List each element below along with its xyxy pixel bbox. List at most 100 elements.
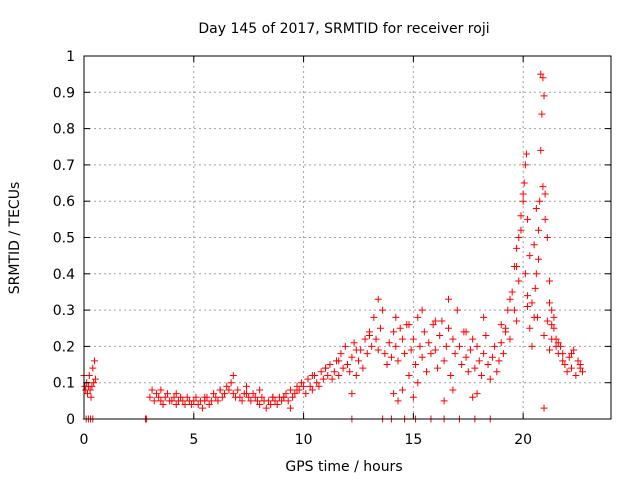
data-point (407, 346, 415, 354)
data-point (179, 397, 187, 405)
data-point (387, 353, 395, 361)
data-point (225, 386, 233, 394)
data-point (199, 404, 207, 412)
data-point (427, 350, 435, 358)
data-point (91, 375, 99, 383)
data-point (409, 393, 417, 401)
data-point (418, 306, 426, 314)
data-point (535, 255, 543, 263)
data-point (157, 386, 165, 394)
data-point (177, 393, 185, 401)
data-point (280, 393, 288, 401)
data-point (508, 288, 516, 296)
x-tick-label: 0 (80, 432, 89, 448)
data-point (322, 364, 330, 372)
data-point (567, 364, 575, 372)
data-point (190, 397, 198, 405)
data-point (561, 361, 569, 369)
data-point (543, 234, 551, 241)
data-point (335, 357, 343, 365)
data-point (339, 364, 347, 372)
data-point (146, 393, 154, 401)
data-point (414, 313, 422, 321)
data-point (436, 332, 444, 340)
data-point (91, 357, 99, 365)
data-point (486, 375, 494, 383)
data-point (236, 393, 244, 401)
data-point (405, 371, 413, 379)
data-point (361, 335, 369, 343)
x-tick-label: 5 (189, 432, 198, 448)
data-point (229, 371, 237, 379)
data-point (521, 161, 529, 169)
data-point (539, 183, 547, 191)
data-point (234, 386, 242, 394)
data-point (216, 386, 224, 394)
data-point (245, 393, 253, 401)
data-point (550, 313, 558, 321)
data-point (221, 390, 229, 398)
data-point (256, 386, 264, 394)
data-point (559, 350, 567, 358)
data-point (405, 321, 413, 329)
data-point (495, 357, 503, 365)
data-point (335, 371, 343, 379)
data-point (271, 397, 279, 405)
data-point (546, 277, 554, 285)
y-tick-label: 0.9 (53, 85, 75, 101)
data-point (398, 335, 406, 343)
data-point (379, 306, 387, 314)
data-point (242, 382, 250, 390)
data-point (148, 386, 156, 394)
x-axis-label: GPS time / hours (285, 459, 402, 475)
data-point (530, 241, 538, 249)
data-point (531, 284, 539, 292)
data-point (449, 386, 457, 394)
data-point (304, 375, 312, 383)
data-point (513, 244, 521, 252)
data-point (330, 368, 338, 376)
data-point (526, 324, 534, 332)
data-point (396, 324, 404, 332)
data-point (365, 332, 373, 340)
data-point (376, 324, 384, 332)
data-point (242, 390, 250, 398)
data-point (317, 368, 325, 376)
data-point (541, 190, 549, 198)
data-point (293, 386, 301, 394)
data-point (510, 306, 518, 314)
y-tick-label: 1 (66, 49, 75, 65)
y-tick-label: 0.6 (53, 194, 75, 210)
data-point (163, 390, 171, 398)
data-point (394, 357, 402, 365)
data-point (493, 368, 501, 376)
data-point (352, 346, 360, 354)
data-point (370, 313, 378, 321)
data-point (348, 353, 356, 361)
data-point (181, 400, 189, 408)
data-point (431, 346, 439, 354)
data-point (442, 342, 450, 350)
data-point (308, 371, 316, 379)
data-point (528, 299, 536, 307)
data-point (238, 397, 246, 405)
data-point (537, 146, 545, 154)
data-point (455, 342, 463, 350)
data-point (480, 350, 488, 358)
data-point (434, 364, 442, 372)
data-point (210, 390, 218, 398)
data-point (218, 393, 226, 401)
data-point (484, 361, 492, 369)
data-point (445, 295, 453, 303)
data-point (87, 393, 95, 401)
data-point (223, 382, 231, 390)
data-point (374, 346, 382, 354)
data-point (538, 110, 546, 118)
data-point (291, 390, 299, 398)
x-tick-label: 10 (295, 432, 313, 448)
data-point (517, 212, 525, 220)
data-point (227, 379, 235, 387)
data-point (289, 393, 297, 401)
data-point (528, 342, 536, 350)
data-point (183, 393, 191, 401)
